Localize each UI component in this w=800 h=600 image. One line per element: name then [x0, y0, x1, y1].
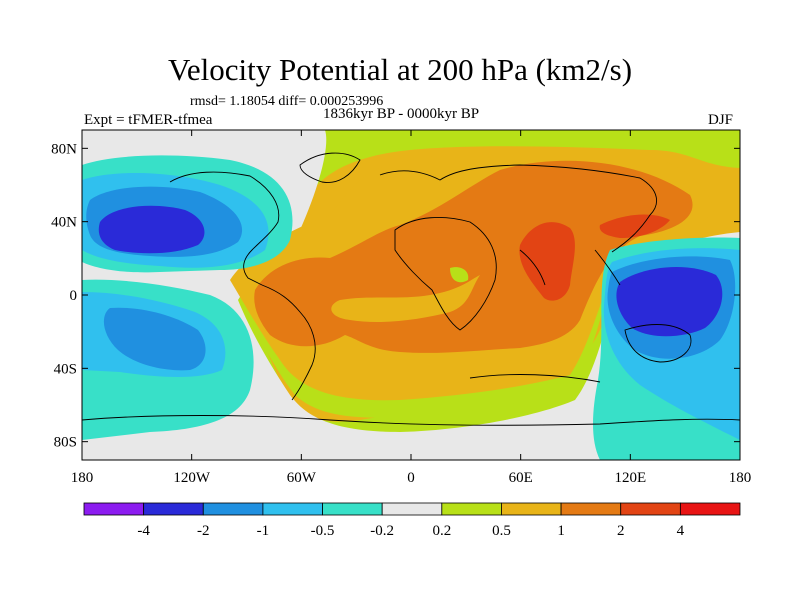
colorbar-label: -1 [257, 523, 270, 539]
x-tick-label: 120E [614, 470, 646, 486]
colorbar-swatch [202, 502, 264, 516]
x-tick-label: 60W [287, 470, 317, 486]
colorbar-label: 1 [557, 523, 565, 539]
coastlines [82, 152, 740, 426]
colorbar-label: 0.5 [492, 523, 511, 539]
colorbar-label: 4 [677, 523, 685, 539]
chart-title: Velocity Potential at 200 hPa (km2/s) [167, 52, 633, 87]
x-tick-label: 120W [173, 470, 211, 486]
y-tick-label: 40S [54, 361, 77, 377]
colorbar-label: -2 [197, 523, 210, 539]
x-tick-label: 180 [729, 470, 752, 486]
x-tick-label: 0 [407, 470, 415, 486]
experiment-label: Expt = tFMER-tfmea [84, 112, 213, 128]
field-green-hole [450, 267, 469, 283]
y-tick-label: 80N [51, 141, 77, 157]
y-tick-label: 40N [51, 215, 77, 231]
x-tick-label: 60E [509, 470, 533, 486]
colorbar-label: 0.2 [432, 523, 451, 539]
field-red-east [599, 214, 670, 238]
contour-field [82, 130, 740, 460]
y-tick-label: 80S [54, 435, 77, 451]
colorbar-swatch [143, 502, 204, 516]
colorbar-swatch [262, 502, 323, 516]
season-label: DJF [708, 112, 734, 128]
stats-text: rmsd= 1.18054 diff= 0.000253996 [190, 94, 384, 109]
colorbar-swatch [322, 502, 383, 516]
colorbar: -4 -2 -1 -0.5 -0.2 0.2 0.5 1 2 4 [83, 502, 741, 539]
colorbar-label: -0.2 [370, 523, 394, 539]
field-darkblue-npac [98, 205, 205, 254]
period-text: 1836kyr BP - 0000kyr BP [323, 106, 480, 122]
colorbar-swatch [441, 502, 502, 516]
colorbar-label: -4 [137, 523, 150, 539]
y-tick-label: 0 [70, 288, 78, 304]
colorbar-swatch [501, 502, 562, 516]
colorbar-swatch [560, 502, 622, 516]
field-blue-spac [103, 307, 206, 371]
colorbar-swatch [381, 502, 443, 516]
colorbar-swatch [83, 502, 145, 516]
field-red-core [519, 222, 575, 301]
x-tick-label: 180 [71, 470, 94, 486]
colorbar-label: -0.5 [311, 523, 335, 539]
colorbar-swatch [679, 502, 741, 516]
colorbar-label: 2 [617, 523, 625, 539]
colorbar-swatch [620, 502, 681, 516]
x-axis: 180 120W 60W 0 60E 120E 180 [71, 130, 752, 486]
y-axis: 80N 40N 0 40S 80S [51, 141, 740, 451]
field-darkblue-mc [616, 266, 723, 337]
